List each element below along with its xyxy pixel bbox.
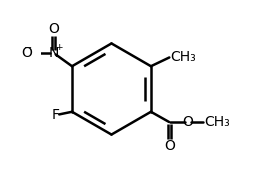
Text: F: F (51, 108, 59, 122)
Text: CH₃: CH₃ (170, 50, 196, 64)
Text: O: O (22, 46, 33, 60)
Text: O: O (48, 22, 59, 36)
Text: O: O (164, 139, 175, 153)
Text: +: + (55, 43, 62, 52)
Text: −: − (24, 43, 32, 53)
Text: N: N (49, 46, 59, 60)
Text: O: O (182, 115, 193, 129)
Text: CH₃: CH₃ (204, 115, 230, 129)
